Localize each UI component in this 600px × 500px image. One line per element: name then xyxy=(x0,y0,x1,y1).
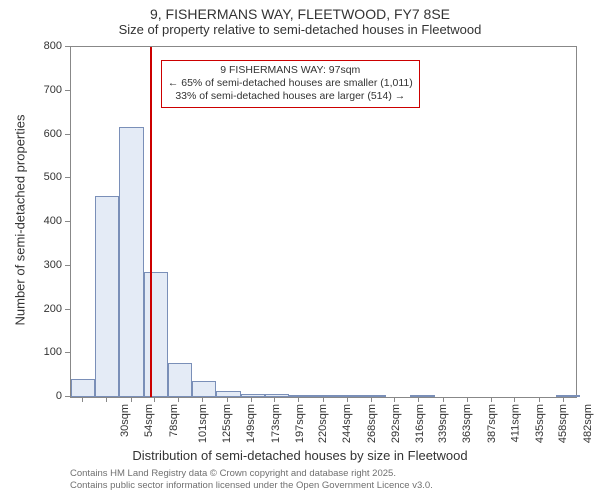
y-tick-label: 700 xyxy=(2,84,62,96)
histogram-bar xyxy=(71,379,95,397)
histogram-bar xyxy=(289,395,313,397)
y-tick-label: 300 xyxy=(2,259,62,271)
reference-line xyxy=(150,47,152,397)
x-tick-mark xyxy=(323,397,324,402)
x-tick-mark xyxy=(251,397,252,402)
x-tick-mark xyxy=(539,397,540,402)
x-tick-mark xyxy=(227,397,228,402)
x-tick-mark xyxy=(106,397,107,402)
x-tick-mark xyxy=(347,397,348,402)
histogram-bar xyxy=(95,196,119,397)
y-tick-label: 400 xyxy=(2,215,62,227)
x-tick-mark xyxy=(178,397,179,402)
footer-line1: Contains HM Land Registry data © Crown c… xyxy=(70,468,590,480)
histogram-bar xyxy=(410,395,434,397)
histogram-bar xyxy=(313,395,337,397)
x-tick-mark xyxy=(274,397,275,402)
histogram-bar xyxy=(338,395,362,397)
x-tick-mark xyxy=(131,397,132,402)
x-tick-label: 125sqm xyxy=(221,404,233,443)
x-tick-mark xyxy=(298,397,299,402)
x-tick-mark xyxy=(82,397,83,402)
histogram-bar xyxy=(192,381,216,397)
title-line2: Size of property relative to semi-detach… xyxy=(0,22,600,37)
x-tick-mark xyxy=(371,397,372,402)
histogram-bar xyxy=(362,395,386,397)
title-line1: 9, FISHERMANS WAY, FLEETWOOD, FY7 8SE xyxy=(0,6,600,22)
x-tick-mark xyxy=(418,397,419,402)
x-tick-label: 173sqm xyxy=(270,404,282,443)
x-tick-label: 339sqm xyxy=(437,404,449,443)
histogram-bar xyxy=(265,394,289,397)
y-tick-label: 600 xyxy=(2,128,62,140)
y-tick-label: 100 xyxy=(2,346,62,358)
plot-area: 9 FISHERMANS WAY: 97sqm ← 65% of semi-de… xyxy=(70,46,577,398)
footer-line2: Contains public sector information licen… xyxy=(70,480,590,492)
histogram-bar xyxy=(216,391,240,397)
x-tick-label: 30sqm xyxy=(119,404,131,437)
x-tick-mark xyxy=(514,397,515,402)
histogram-bar xyxy=(144,272,168,397)
x-tick-mark xyxy=(443,397,444,402)
x-tick-mark xyxy=(394,397,395,402)
x-tick-mark xyxy=(154,397,155,402)
histogram-bar xyxy=(556,395,580,397)
x-tick-label: 435sqm xyxy=(534,404,546,443)
x-tick-label: 54sqm xyxy=(143,404,155,437)
x-tick-mark xyxy=(467,397,468,402)
x-tick-label: 197sqm xyxy=(294,404,306,443)
x-tick-label: 316sqm xyxy=(414,404,426,443)
x-tick-label: 268sqm xyxy=(366,404,378,443)
footer: Contains HM Land Registry data © Crown c… xyxy=(70,468,590,492)
annotation-line1: 9 FISHERMANS WAY: 97sqm xyxy=(168,64,413,77)
y-tick-label: 800 xyxy=(2,40,62,52)
annotation-line3: 33% of semi-detached houses are larger (… xyxy=(168,90,413,103)
x-tick-label: 244sqm xyxy=(341,404,353,443)
title-block: 9, FISHERMANS WAY, FLEETWOOD, FY7 8SE Si… xyxy=(0,6,600,37)
x-axis-label: Distribution of semi-detached houses by … xyxy=(0,448,600,463)
chart-container: 9, FISHERMANS WAY, FLEETWOOD, FY7 8SE Si… xyxy=(0,0,600,500)
y-tick-label: 500 xyxy=(2,171,62,183)
histogram-bar xyxy=(119,127,143,397)
y-tick-label: 0 xyxy=(2,390,62,402)
x-tick-label: 78sqm xyxy=(168,404,180,437)
histogram-bar xyxy=(168,363,192,397)
annotation-line2: ← 65% of semi-detached houses are smalle… xyxy=(168,77,413,90)
x-tick-mark xyxy=(202,397,203,402)
annotation-box: 9 FISHERMANS WAY: 97sqm ← 65% of semi-de… xyxy=(161,60,420,107)
x-tick-label: 387sqm xyxy=(486,404,498,443)
x-tick-mark xyxy=(563,397,564,402)
y-tick-label: 200 xyxy=(2,303,62,315)
x-tick-label: 101sqm xyxy=(197,404,209,443)
x-tick-label: 411sqm xyxy=(509,404,521,442)
x-tick-label: 220sqm xyxy=(317,404,329,443)
histogram-bar xyxy=(241,394,265,398)
x-tick-label: 363sqm xyxy=(462,404,474,443)
x-tick-label: 482sqm xyxy=(582,404,594,443)
x-tick-mark xyxy=(491,397,492,402)
x-tick-label: 458sqm xyxy=(558,404,570,443)
y-ticks: 0100200300400500600700800 xyxy=(0,46,68,398)
x-tick-label: 149sqm xyxy=(245,404,257,443)
x-tick-label: 292sqm xyxy=(390,404,402,443)
